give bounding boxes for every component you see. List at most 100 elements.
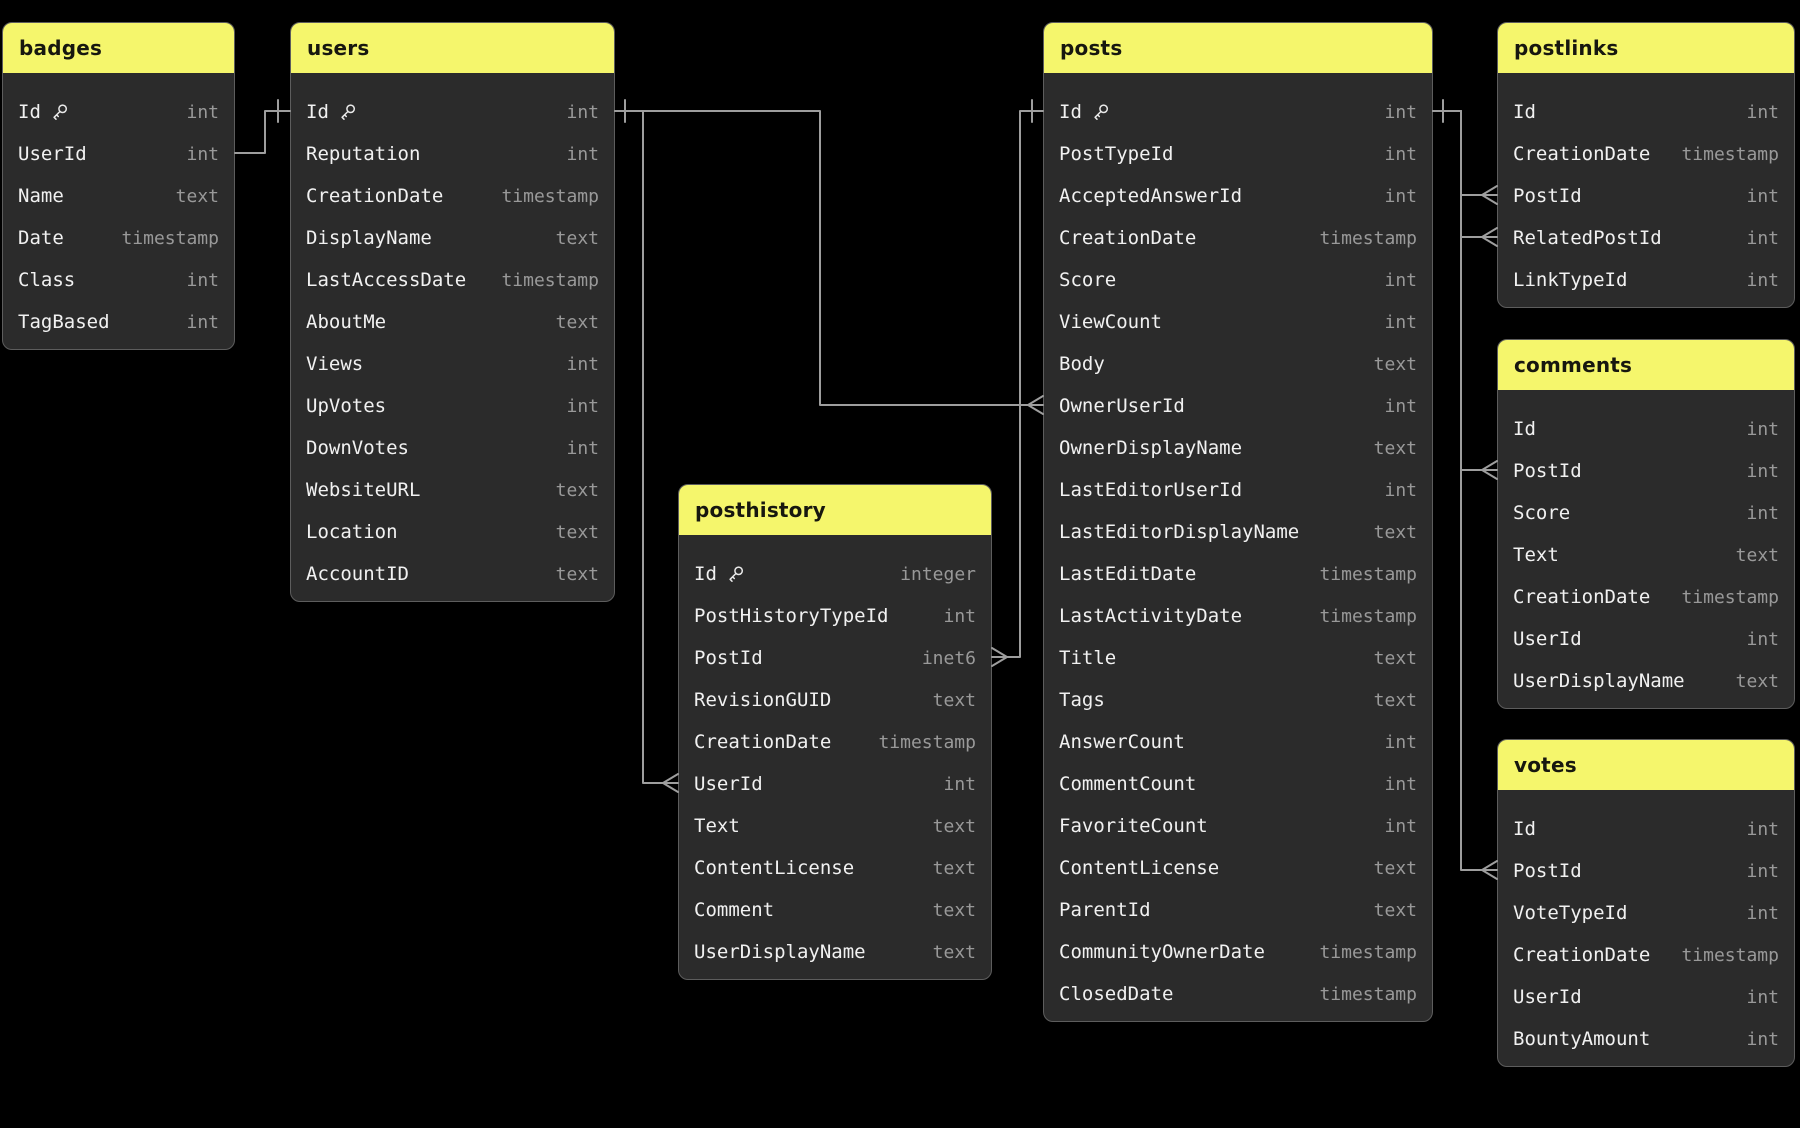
field-posts-Id[interactable]: Id int — [1044, 91, 1432, 133]
field-badges-Class[interactable]: Class int — [3, 259, 234, 301]
field-comments-UserId[interactable]: UserId int — [1498, 618, 1794, 660]
field-badges-Date[interactable]: Date timestamp — [3, 217, 234, 259]
table-postlinks-header[interactable]: postlinks — [1498, 23, 1794, 73]
field-badges-Name[interactable]: Name text — [3, 175, 234, 217]
field-posts-Tags[interactable]: Tags text — [1044, 679, 1432, 721]
field-comments-Id[interactable]: Id int — [1498, 408, 1794, 450]
field-name: Score — [1059, 269, 1117, 291]
field-name: ContentLicense — [694, 857, 855, 879]
field-type: int — [1384, 773, 1417, 795]
field-posthistory-ContentLicense[interactable]: ContentLicense text — [679, 847, 991, 889]
field-posts-AcceptedAnswerId[interactable]: AcceptedAnswerId int — [1044, 175, 1432, 217]
field-name: UserDisplayName — [694, 941, 866, 963]
field-users-LastAccessDate[interactable]: LastAccessDate timestamp — [291, 259, 614, 301]
field-votes-Id[interactable]: Id int — [1498, 808, 1794, 850]
field-posts-OwnerUserId[interactable]: OwnerUserId int — [1044, 385, 1432, 427]
field-name: Score — [1513, 502, 1571, 524]
field-name: CreationDate — [1513, 143, 1651, 165]
field-posts-FavoriteCount[interactable]: FavoriteCount int — [1044, 805, 1432, 847]
field-users-AboutMe[interactable]: AboutMe text — [291, 301, 614, 343]
table-posts-header[interactable]: posts — [1044, 23, 1432, 73]
field-posts-Score[interactable]: Score int — [1044, 259, 1432, 301]
field-name: ParentId — [1059, 899, 1151, 921]
field-type: int — [186, 311, 219, 333]
field-posts-LastActivityDate[interactable]: LastActivityDate timestamp — [1044, 595, 1432, 637]
table-posthistory[interactable]: posthistory Id integer PostHistoryTypeId int… — [678, 484, 992, 980]
field-users-Id[interactable]: Id int — [291, 91, 614, 133]
field-posts-Title[interactable]: Title text — [1044, 637, 1432, 679]
table-postlinks[interactable]: postlinks Id int CreationDate timestamp PostI… — [1497, 22, 1795, 308]
field-votes-BountyAmount[interactable]: BountyAmount int — [1498, 1018, 1794, 1060]
field-name: CommunityOwnerDate — [1059, 941, 1265, 963]
table-users[interactable]: users Id int Reputation int CreationDate times… — [290, 22, 615, 602]
field-votes-CreationDate[interactable]: CreationDate timestamp — [1498, 934, 1794, 976]
field-name: CommentCount — [1059, 773, 1197, 795]
field-users-AccountID[interactable]: AccountID text — [291, 553, 614, 595]
field-posts-PostTypeId[interactable]: PostTypeId int — [1044, 133, 1432, 175]
field-posts-LastEditDate[interactable]: LastEditDate timestamp — [1044, 553, 1432, 595]
field-posts-CreationDate[interactable]: CreationDate timestamp — [1044, 217, 1432, 259]
table-users-header[interactable]: users — [291, 23, 614, 73]
field-posts-ParentId[interactable]: ParentId text — [1044, 889, 1432, 931]
table-votes[interactable]: votes Id int PostId int VoteTypeId int Creation… — [1497, 739, 1795, 1067]
field-posts-CommentCount[interactable]: CommentCount int — [1044, 763, 1432, 805]
field-users-Location[interactable]: Location text — [291, 511, 614, 553]
field-posthistory-Text[interactable]: Text text — [679, 805, 991, 847]
field-posthistory-Id[interactable]: Id integer — [679, 553, 991, 595]
field-badges-Id[interactable]: Id int — [3, 91, 234, 133]
field-votes-VoteTypeId[interactable]: VoteTypeId int — [1498, 892, 1794, 934]
field-posts-AnswerCount[interactable]: AnswerCount int — [1044, 721, 1432, 763]
field-postlinks-LinkTypeId[interactable]: LinkTypeId int — [1498, 259, 1794, 301]
field-postlinks-RelatedPostId[interactable]: RelatedPostId int — [1498, 217, 1794, 259]
field-posts-OwnerDisplayName[interactable]: OwnerDisplayName text — [1044, 427, 1432, 469]
field-type: int — [943, 605, 976, 627]
field-users-CreationDate[interactable]: CreationDate timestamp — [291, 175, 614, 217]
table-badges-header[interactable]: badges — [3, 23, 234, 73]
field-type: int — [566, 437, 599, 459]
field-users-UpVotes[interactable]: UpVotes int — [291, 385, 614, 427]
field-votes-UserId[interactable]: UserId int — [1498, 976, 1794, 1018]
field-posthistory-PostId[interactable]: PostId inet6 — [679, 637, 991, 679]
field-posts-ViewCount[interactable]: ViewCount int — [1044, 301, 1432, 343]
field-postlinks-Id[interactable]: Id int — [1498, 91, 1794, 133]
field-posts-LastEditorDisplayName[interactable]: LastEditorDisplayName text — [1044, 511, 1432, 553]
field-posthistory-PostHistoryTypeId[interactable]: PostHistoryTypeId int — [679, 595, 991, 637]
field-badges-UserId[interactable]: UserId int — [3, 133, 234, 175]
field-votes-PostId[interactable]: PostId int — [1498, 850, 1794, 892]
field-postlinks-CreationDate[interactable]: CreationDate timestamp — [1498, 133, 1794, 175]
table-comments[interactable]: comments Id int PostId int Score int Text text Cr… — [1497, 339, 1795, 709]
field-posts-Body[interactable]: Body text — [1044, 343, 1432, 385]
field-posts-LastEditorUserId[interactable]: LastEditorUserId int — [1044, 469, 1432, 511]
field-comments-Score[interactable]: Score int — [1498, 492, 1794, 534]
field-type: int — [1746, 269, 1779, 291]
table-posthistory-header[interactable]: posthistory — [679, 485, 991, 535]
table-votes-header[interactable]: votes — [1498, 740, 1794, 790]
field-users-DownVotes[interactable]: DownVotes int — [291, 427, 614, 469]
table-badges[interactable]: badges Id int UserId int Name text Date timestam… — [2, 22, 235, 350]
field-posthistory-UserId[interactable]: UserId int — [679, 763, 991, 805]
field-posthistory-CreationDate[interactable]: CreationDate timestamp — [679, 721, 991, 763]
field-users-WebsiteURL[interactable]: WebsiteURL text — [291, 469, 614, 511]
field-comments-UserDisplayName[interactable]: UserDisplayName text — [1498, 660, 1794, 702]
field-users-Reputation[interactable]: Reputation int — [291, 133, 614, 175]
field-posts-CommunityOwnerDate[interactable]: CommunityOwnerDate timestamp — [1044, 931, 1432, 973]
field-postlinks-PostId[interactable]: PostId int — [1498, 175, 1794, 217]
field-type: integer — [900, 563, 976, 585]
field-comments-CreationDate[interactable]: CreationDate timestamp — [1498, 576, 1794, 618]
field-comments-PostId[interactable]: PostId int — [1498, 450, 1794, 492]
primary-key-icon — [1091, 103, 1110, 122]
field-posts-ClosedDate[interactable]: ClosedDate timestamp — [1044, 973, 1432, 1015]
field-posthistory-RevisionGUID[interactable]: RevisionGUID text — [679, 679, 991, 721]
field-posts-ContentLicense[interactable]: ContentLicense text — [1044, 847, 1432, 889]
table-title: posthistory — [695, 498, 826, 522]
field-posthistory-Comment[interactable]: Comment text — [679, 889, 991, 931]
field-users-Views[interactable]: Views int — [291, 343, 614, 385]
field-type: int — [1384, 185, 1417, 207]
field-comments-Text[interactable]: Text text — [1498, 534, 1794, 576]
field-badges-TagBased[interactable]: TagBased int — [3, 301, 234, 343]
field-posthistory-UserDisplayName[interactable]: UserDisplayName text — [679, 931, 991, 973]
field-users-DisplayName[interactable]: DisplayName text — [291, 217, 614, 259]
table-comments-header[interactable]: comments — [1498, 340, 1794, 390]
table-posts[interactable]: posts Id int PostTypeId int AcceptedAnswerId i… — [1043, 22, 1433, 1022]
